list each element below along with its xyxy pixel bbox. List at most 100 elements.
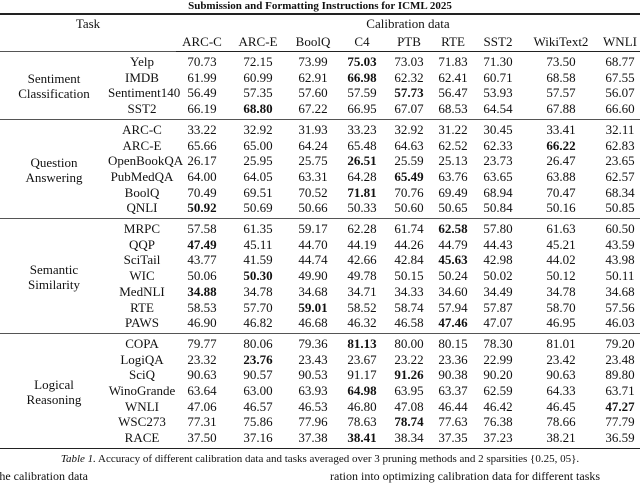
accuracy-cell: 66.98 [338,70,386,86]
accuracy-cell: 73.03 [386,50,432,70]
accuracy-cell: 34.68 [288,284,338,300]
value: 57.60 [298,85,328,101]
accuracy-cell: 58.74 [386,300,432,316]
value: 50.65 [438,200,468,216]
value: 56.47 [438,85,468,101]
value: 62.28 [347,221,377,237]
accuracy-cell: 72.15 [228,50,288,70]
accuracy-cell: 46.03 [600,315,640,333]
table-row: Semantic Similarity MRPC 57.58 61.35 59.17 62.… [0,218,640,334]
task-group-label: Question Answering [0,118,108,219]
table-row: RTE 58.53 57.70 59.01 58.52 58.74 57.94 57.87 58… [0,300,640,316]
accuracy-cell: 46.58 [386,315,432,333]
value: 62.57 [605,168,635,184]
task-name: RTE [130,299,154,315]
accuracy-cell: 46.53 [288,399,338,415]
accuracy-cell: 30.45 [474,118,522,138]
value: 90.63 [187,367,217,383]
value: 38.34 [394,430,424,446]
accuracy-cell: 62.41 [432,70,474,86]
accuracy-cell: 57.58 [176,218,228,237]
value: 47.06 [187,398,217,414]
accuracy-cell: 50.02 [474,268,522,284]
accuracy-cell: 65.66 [176,138,228,154]
task-name: WinoGrande [108,383,176,399]
accuracy-cell: 50.84 [474,200,522,218]
value: 34.71 [347,283,377,299]
task-group-label: Semantic Similarity [0,218,108,334]
value: 63.71 [605,383,635,399]
value: 70.73 [187,54,217,69]
value: 62.83 [605,137,635,153]
task-name: SciTail [123,252,161,268]
value: 72.15 [243,54,273,69]
accuracy-cell: 45.11 [228,237,288,253]
accuracy-cell: 50.30 [228,268,288,284]
value: 33.41 [546,121,576,137]
accuracy-cell: 62.59 [474,383,522,399]
value: 38.21 [546,430,576,446]
value: 62.41 [438,69,468,85]
accuracy-cell: 46.45 [522,399,600,415]
value: 57.80 [483,221,513,237]
accuracy-cell: 34.33 [386,284,432,300]
value: 47.08 [394,398,424,414]
task-name: WSC273 [118,414,166,430]
accuracy-cell: 89.80 [600,367,640,383]
best-value: 47.46 [438,315,468,331]
accuracy-cell: 81.01 [522,332,600,352]
accuracy-cell: 38.21 [522,430,600,448]
value: 73.03 [394,54,424,69]
value: 61.63 [546,221,576,237]
accuracy-cell: 57.94 [432,300,474,316]
accuracy-cell: 25.95 [228,153,288,169]
accuracy-cell: 49.78 [338,268,386,284]
table-row: QQP 47.49 45.11 44.70 44.19 44.26 44.79 44.43 45… [0,237,640,253]
accuracy-cell: 50.65 [432,200,474,218]
value: 57.59 [347,85,377,101]
accuracy-cell: 60.99 [228,70,288,86]
value: 50.02 [483,268,513,284]
accuracy-cell: 62.57 [600,169,640,185]
best-value: 75.03 [347,54,377,69]
value: 69.51 [243,184,273,200]
value: 78.63 [347,414,377,430]
value: 50.85 [605,200,635,216]
table-row: BoolQ 70.49 69.51 70.52 71.81 70.76 69.49 68.94… [0,185,640,201]
accuracy-cell: 69.49 [432,185,474,201]
accuracy-cell: 42.98 [474,252,522,268]
accuracy-cell: 45.21 [522,237,600,253]
accuracy-cell: 73.99 [288,50,338,70]
value: 77.96 [298,414,328,430]
accuracy-cell: 22.99 [474,352,522,368]
accuracy-cell: 64.98 [338,383,386,399]
accuracy-cell: 50.92 [176,200,228,218]
task-name: ARC-C [108,118,176,138]
value: 31.93 [298,121,328,137]
best-value: 81.13 [347,335,377,351]
accuracy-cell: 77.63 [432,414,474,430]
value: 23.22 [394,351,424,367]
task-name: SST2 [127,101,157,117]
accuracy-cell: 80.00 [386,332,432,352]
accuracy-cell: 76.38 [474,414,522,430]
accuracy-cell: 50.15 [386,268,432,284]
accuracy-cell: 37.38 [288,430,338,448]
value: 44.43 [483,236,513,252]
accuracy-cell: 44.26 [386,237,432,253]
accuracy-cell: 64.00 [176,169,228,185]
accuracy-cell: 56.07 [600,85,640,101]
value: 70.49 [187,184,217,200]
accuracy-cell: 25.75 [288,153,338,169]
value: 73.99 [298,54,328,69]
value: 25.95 [243,153,273,169]
value: 49.90 [298,268,328,284]
accuracy-cell: 63.88 [522,169,600,185]
accuracy-cell: 23.67 [338,352,386,368]
column-header: PTB [386,33,432,52]
value: 50.15 [394,268,424,284]
accuracy-cell: 63.64 [176,383,228,399]
table-row: SciQ 90.63 90.57 90.53 91.17 91.26 90.38 90.20 9… [0,367,640,383]
accuracy-cell: 23.43 [288,352,338,368]
task-group-label-line: Answering [25,169,83,185]
